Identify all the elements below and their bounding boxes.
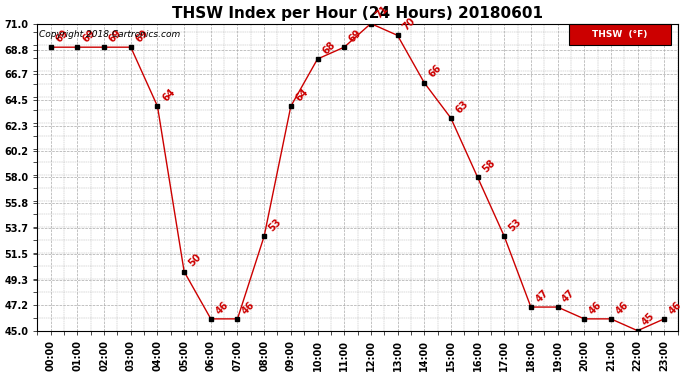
Text: 68: 68 <box>320 39 337 56</box>
Text: 69: 69 <box>54 28 70 44</box>
Text: 69: 69 <box>347 28 364 44</box>
Text: 70: 70 <box>400 16 417 33</box>
Title: THSW Index per Hour (24 Hours) 20180601: THSW Index per Hour (24 Hours) 20180601 <box>172 6 543 21</box>
Text: 69: 69 <box>80 28 97 44</box>
Text: 50: 50 <box>187 252 204 269</box>
Bar <box>569 24 671 45</box>
Text: 46: 46 <box>587 300 604 316</box>
Text: 66: 66 <box>427 63 444 80</box>
Text: 46: 46 <box>240 300 257 316</box>
Text: 46: 46 <box>667 300 684 316</box>
Text: 47: 47 <box>533 288 551 304</box>
Text: 69: 69 <box>107 28 124 44</box>
Text: 45: 45 <box>640 311 657 328</box>
Text: THSW  (°F): THSW (°F) <box>592 30 648 39</box>
Text: 64: 64 <box>294 87 310 104</box>
Text: 71: 71 <box>373 4 391 21</box>
Text: 69: 69 <box>134 28 150 44</box>
Text: 58: 58 <box>480 158 497 174</box>
Text: 46: 46 <box>613 300 630 316</box>
Text: 53: 53 <box>267 217 284 233</box>
Text: 47: 47 <box>560 288 577 304</box>
Text: 53: 53 <box>507 217 524 233</box>
Text: Copyright 2018 Cartronics.com: Copyright 2018 Cartronics.com <box>39 30 180 39</box>
Text: 63: 63 <box>453 99 471 115</box>
Text: 64: 64 <box>160 87 177 104</box>
Text: 46: 46 <box>214 300 230 316</box>
